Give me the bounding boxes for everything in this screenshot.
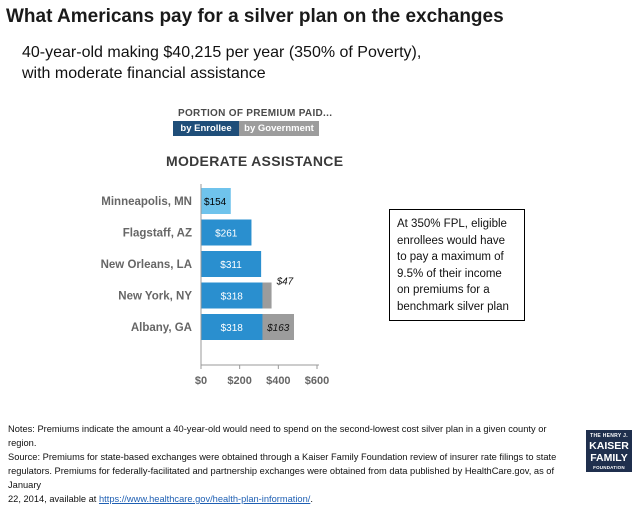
notes-line-4-prefix: 22, 2014, available at (8, 494, 99, 504)
bar-enrollee (201, 251, 262, 277)
category-label: Flagstaff, AZ (123, 228, 192, 240)
callout-box: At 350% FPL, eligible enrollees would ha… (389, 209, 525, 321)
notes-line-2: Source: Premiums for state-based exchang… (8, 452, 557, 462)
slide-subtitle: 40-year-old making $40,215 per year (350… (22, 42, 442, 84)
notes: Notes: Premiums indicate the amount a 40… (8, 422, 576, 506)
bar-government (262, 314, 294, 340)
bar-government (262, 282, 272, 309)
bar-enrollee (201, 219, 252, 246)
subtitle-line-2: with moderate financial assistance (22, 65, 266, 82)
category-label: New York, NY (118, 291, 192, 303)
subtitle-line-1: 40-year-old making $40,215 per year (350… (22, 44, 422, 61)
category-label: Minneapolis, MN (101, 196, 192, 208)
legend-government: by Government (239, 121, 319, 136)
bar-enrollee (201, 188, 231, 214)
data-label-government: $163 (266, 323, 290, 334)
category-label: Albany, GA (131, 322, 192, 334)
logo-line-3: FOUNDATION (593, 465, 625, 470)
chart-heading: MODERATE ASSISTANCE (166, 153, 344, 169)
x-tick-label: $600 (305, 375, 329, 387)
category-label: New Orleans, LA (101, 259, 192, 271)
bar-enrollee (201, 282, 263, 309)
bar-enrollee (201, 314, 263, 340)
data-label-enrollee: $261 (215, 229, 238, 240)
x-tick-label: $400 (266, 375, 290, 387)
data-label-enrollee: $318 (221, 323, 244, 334)
notes-line-4-suffix: . (310, 494, 313, 504)
source-link[interactable]: https://www.healthcare.gov/health-plan-i… (98, 494, 311, 504)
data-label-enrollee: $154 (204, 197, 227, 208)
notes-line-4: 22, 2014, available at https://www.healt… (8, 492, 576, 506)
logo-line-2b: FAMILY (590, 452, 628, 464)
kff-logo: THE HENRY J. KAISER FAMILY FOUNDATION (586, 430, 632, 472)
legend-enrollee: by Enrollee (173, 121, 239, 136)
logo-line-2a: KAISER (589, 440, 629, 452)
x-tick-label: $200 (227, 375, 251, 387)
notes-line-1: Notes: Premiums indicate the amount a 40… (8, 424, 547, 448)
data-label-enrollee: $311 (220, 260, 242, 271)
notes-line-3: regulators. Premiums for federally-facil… (8, 466, 555, 490)
data-label-government: $47 (276, 277, 294, 288)
bar-chart: Minneapolis, MN $154 Flagstaff, AZ $261 New … (101, 184, 329, 387)
x-tick-label: $0 (195, 375, 207, 387)
data-label-enrollee: $318 (221, 292, 244, 303)
legend-title: PORTION OF PREMIUM PAID... (178, 108, 333, 119)
slide-title: What Americans pay for a silver plan on … (6, 6, 504, 27)
logo-line-1: THE HENRY J. (590, 433, 628, 439)
